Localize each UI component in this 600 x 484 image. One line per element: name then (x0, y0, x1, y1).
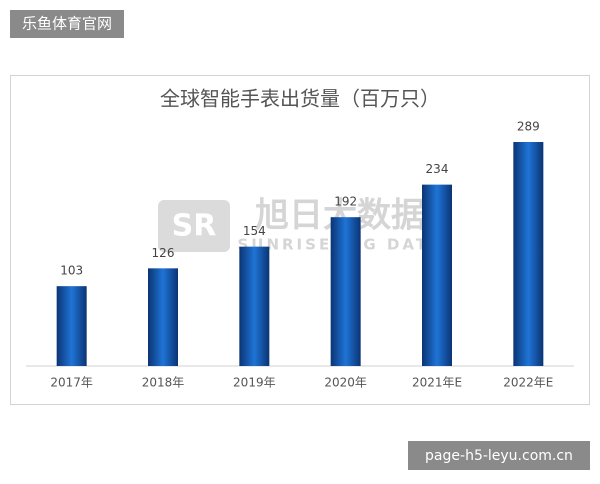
value-label: 126 (152, 246, 175, 260)
x-tick-label: 2017年 (50, 376, 93, 390)
watermark-logo-box (158, 200, 230, 252)
x-tick-label: 2020年 (324, 376, 367, 390)
site-label: 乐鱼体育官网 (22, 15, 112, 33)
value-label: 154 (243, 224, 266, 238)
chart-panel (10, 75, 590, 405)
bar (330, 217, 361, 366)
value-label: 103 (60, 264, 83, 278)
bar (513, 142, 544, 366)
value-label: 234 (426, 162, 449, 176)
url-label-box (408, 441, 590, 470)
bar (239, 246, 270, 366)
bar (56, 286, 87, 366)
bar (148, 268, 178, 366)
site-label-box (10, 10, 124, 38)
x-tick-label: 2022年E (503, 376, 553, 390)
url-label: page-h5-leyu.com.cn (425, 448, 573, 464)
chart-title: 全球智能手表出货量（百万只） (160, 87, 440, 111)
watermark: SR 旭日大数据 SUNRISE BIG DATA (158, 196, 440, 254)
bar (422, 184, 452, 366)
value-label: 289 (517, 120, 540, 134)
x-tick-label: 2021年E (412, 376, 462, 390)
value-label: 192 (334, 195, 357, 209)
x-tick-label: 2018年 (142, 376, 185, 390)
watermark-mark: SR (172, 209, 217, 244)
x-tick-label: 2019年 (233, 376, 276, 390)
